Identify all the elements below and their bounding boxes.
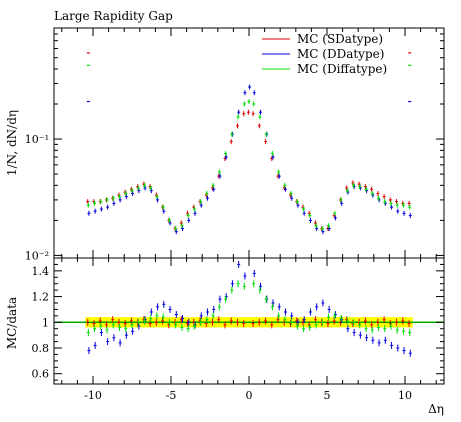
x-tick-label: 10 [398, 389, 412, 402]
legend-label: MC (DDatype) [297, 47, 384, 61]
chart-title: Large Rapidity Gap [54, 9, 173, 23]
ratio-y-axis-label: MC/data [5, 297, 19, 349]
main-plot-panel: 10⁻² 10⁻¹ 1/N, dN/dη MC (SDatype)MC (DDat… [5, 27, 445, 262]
legend-label: MC (Diffatype) [297, 62, 387, 76]
x-tick-label: -5 [166, 389, 177, 402]
ratio-y-tick-label: 1.4 [32, 265, 50, 278]
x-tick-label: 5 [324, 389, 331, 402]
ratio-y-tick-label: 1.2 [32, 291, 50, 304]
ratio-y-tick-label: 1 [42, 316, 49, 329]
main-y-tick-label: 10⁻² [25, 249, 49, 262]
x-tick-label: 0 [246, 389, 253, 402]
legend: MC (SDatype)MC (DDatype)MC (Diffatype) [262, 32, 387, 76]
legend-label: MC (SDatype) [297, 32, 383, 46]
ratio-y-tick-label: 0.8 [32, 342, 50, 355]
ratio-plot-panel: 0.6 0.8 1 1.2 1.4 -10 -5 0 5 10 MC/data Δη [5, 257, 445, 416]
main-y-axis-label: 1/N, dN/dη [5, 110, 19, 176]
x-axis-label: Δη [428, 402, 444, 416]
main-y-tick-label: 10⁻¹ [25, 133, 49, 146]
x-tick-label: -10 [84, 389, 102, 402]
ratio-y-tick-label: 0.6 [32, 368, 50, 381]
